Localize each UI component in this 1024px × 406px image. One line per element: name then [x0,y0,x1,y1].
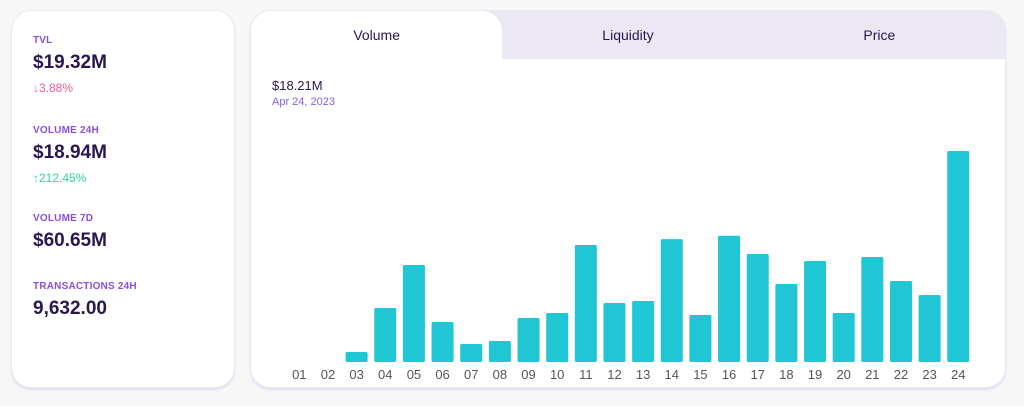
x-tick-label: 11 [579,367,593,382]
x-tick-label: 12 [607,367,621,382]
bar-15[interactable] [689,314,712,362]
stat-value: 9,632.00 [33,298,107,319]
stat-value: $18.94M [33,142,107,163]
stats-card: TVL $19.32M ↓3.88% VOLUME 24H $18.94M ↑2… [11,10,235,388]
stat-value: $60.65M [33,230,107,251]
stat-label: TRANSACTIONS 24H [33,281,137,292]
x-tick-label: 16 [722,367,736,382]
x-tick-label: 10 [550,367,564,382]
x-tick-label: 02 [321,367,335,382]
x-tick-label: 15 [693,367,707,382]
x-tick-label: 08 [493,367,507,382]
chart-card: Volume Liquidity Price $18.21M Apr 24, 2… [250,10,1006,388]
bar-07[interactable] [460,344,483,362]
chart-tabs: Volume Liquidity Price [251,11,1005,59]
bar-23[interactable] [918,295,941,362]
bar-10[interactable] [546,312,569,362]
x-tick-label: 20 [836,367,850,382]
x-tick-label: 07 [464,367,478,382]
x-tick-label: 01 [292,367,306,382]
stat-change: ↓3.88% [33,81,74,95]
stat-label: TVL [33,35,53,46]
x-tick-label: 17 [750,367,764,382]
x-tick-label: 06 [435,367,449,382]
bar-04[interactable] [374,308,397,362]
bar-22[interactable] [889,281,912,362]
x-tick-label: 05 [407,367,421,382]
stat-change: ↑212.45% [33,171,87,185]
x-tick-label: 14 [665,367,679,382]
bar-21[interactable] [861,257,884,362]
bar-06[interactable] [431,322,454,362]
x-tick-label: 09 [521,367,535,382]
tab-price[interactable]: Price [863,27,896,43]
x-tick-label: 18 [779,367,793,382]
volume-bar-chart: 01 02 03 04 05 06 07 08 09 10 11 12 13 14 15 16 17 18 19 20… [292,151,970,382]
hover-date: Apr 24, 2023 [272,96,335,108]
bar-03[interactable] [345,352,368,362]
stat-label: VOLUME 7D [33,213,94,224]
bar-17[interactable] [746,254,769,362]
stat-transactions-24h: TRANSACTIONS 24H 9,632.00 [33,281,137,320]
bar-19[interactable] [804,260,827,362]
bar-18[interactable] [775,284,798,362]
x-tick-label: 13 [636,367,650,382]
bar-11[interactable] [574,244,597,362]
x-tick-label: 21 [865,367,879,382]
stat-label: VOLUME 24H [33,125,99,136]
tab-liquidity[interactable]: Liquidity [602,27,654,43]
x-tick-label: 03 [349,367,363,382]
x-tick-label: 23 [922,367,936,382]
bar-13[interactable] [632,301,655,362]
bar-05[interactable] [402,265,425,362]
bar-08[interactable] [488,341,511,362]
bar-09[interactable] [517,317,540,362]
x-tick-label: 24 [951,367,965,382]
hover-value: $18.21M [272,78,323,93]
stat-tvl: TVL $19.32M ↓3.88% [33,35,107,95]
stat-volume-7d: VOLUME 7D $60.65M [33,213,107,252]
tab-volume[interactable]: Volume [251,11,503,59]
stat-value: $19.32M [33,52,107,73]
x-tick-label: 22 [894,367,908,382]
x-tick-label: 19 [808,367,822,382]
bar-14[interactable] [660,239,683,362]
bar-16[interactable] [718,235,741,362]
bar-24[interactable] [947,151,970,362]
stat-volume-24h: VOLUME 24H $18.94M ↑212.45% [33,125,107,185]
bar-12[interactable] [603,303,626,362]
bar-20[interactable] [832,312,855,362]
x-tick-label: 04 [378,367,392,382]
